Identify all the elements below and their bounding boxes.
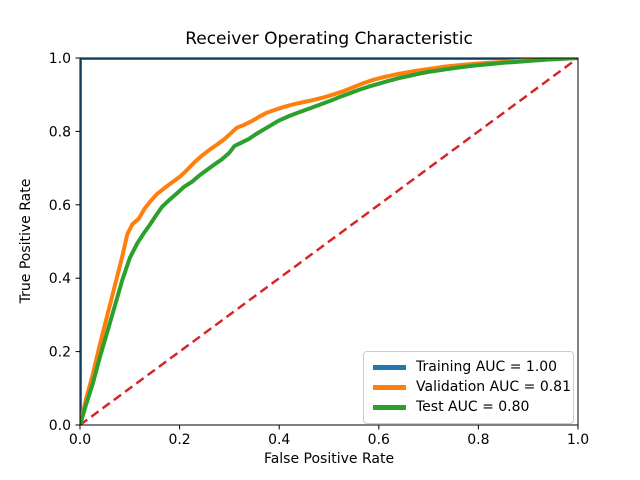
- training-line-swatch: [373, 364, 406, 370]
- svg-text:0.6: 0.6: [49, 198, 71, 214]
- svg-text:0.4: 0.4: [49, 271, 71, 287]
- svg-text:0.0: 0.0: [69, 432, 91, 448]
- svg-text:0.2: 0.2: [49, 345, 71, 361]
- chart-title: Receiver Operating Characteristic: [185, 29, 473, 49]
- legend-item-test: Test AUC = 0.80: [364, 397, 573, 417]
- legend-item-validation: Validation AUC = 0.81: [364, 377, 573, 397]
- svg-text:0.8: 0.8: [467, 432, 489, 448]
- legend: Training AUC = 1.00 Validation AUC = 0.8…: [363, 351, 574, 424]
- y-axis-label: True Positive Rate: [18, 178, 34, 304]
- legend-label-training: Training AUC = 1.00: [416, 359, 558, 375]
- legend-item-training: Training AUC = 1.00: [364, 357, 573, 377]
- validation-line-swatch: [373, 384, 406, 390]
- test-line-swatch: [373, 404, 406, 410]
- legend-label-validation: Validation AUC = 0.81: [416, 379, 571, 395]
- x-axis-label: False Positive Rate: [263, 451, 395, 467]
- svg-text:1.0: 1.0: [567, 432, 589, 448]
- svg-text:0.0: 0.0: [49, 418, 71, 434]
- svg-text:0.4: 0.4: [268, 432, 290, 448]
- svg-text:0.2: 0.2: [168, 432, 190, 448]
- svg-text:0.6: 0.6: [368, 432, 390, 448]
- svg-text:1.0: 1.0: [49, 51, 71, 67]
- legend-label-test: Test AUC = 0.80: [416, 399, 530, 415]
- svg-text:0.8: 0.8: [49, 124, 71, 140]
